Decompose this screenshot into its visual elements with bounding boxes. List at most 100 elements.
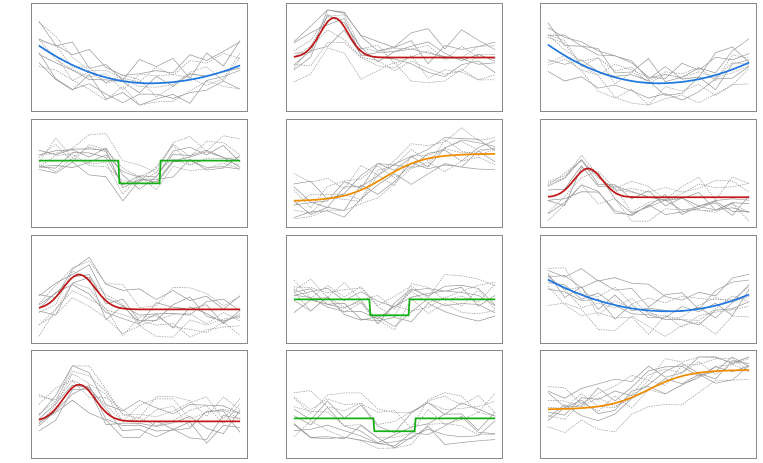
trace-line xyxy=(547,379,750,433)
template-curve xyxy=(38,273,241,311)
trace-line xyxy=(38,284,241,325)
trace-line xyxy=(293,139,496,209)
trace-line xyxy=(547,27,750,79)
trace-line xyxy=(293,140,496,206)
trace-line xyxy=(547,288,750,320)
trace-line xyxy=(38,365,241,416)
trace-line xyxy=(547,59,750,96)
chart-panel xyxy=(540,3,757,112)
trace-line xyxy=(38,149,241,186)
trace-line xyxy=(293,150,496,215)
trace-line xyxy=(293,156,496,220)
trace-line xyxy=(293,127,496,190)
trace-line xyxy=(547,184,750,216)
trace-line xyxy=(293,420,496,449)
trace-line xyxy=(38,256,241,310)
chart-panel xyxy=(540,119,757,228)
trace-line xyxy=(38,62,241,106)
trace-line xyxy=(293,47,496,83)
template-curve xyxy=(547,278,750,313)
trace-line xyxy=(547,267,750,305)
trace-line xyxy=(293,42,496,81)
trace-line xyxy=(293,286,496,308)
trace-line xyxy=(38,297,241,338)
template-curve xyxy=(293,16,496,59)
trace-line xyxy=(547,191,750,217)
trace-line xyxy=(38,157,241,195)
trace-line xyxy=(293,29,496,75)
trace-line xyxy=(547,36,750,85)
trace-line xyxy=(38,133,241,174)
trace-line xyxy=(293,290,496,320)
template-curve xyxy=(293,298,496,317)
trace-line xyxy=(38,154,241,185)
trace-line xyxy=(293,392,496,429)
trace-line xyxy=(547,358,750,409)
trace-line xyxy=(293,278,496,310)
trace-line xyxy=(293,285,496,325)
trace-line xyxy=(547,159,750,207)
trace-line xyxy=(293,283,496,318)
template-curve xyxy=(547,369,750,411)
template-curve xyxy=(547,167,750,199)
trace-line xyxy=(293,406,496,444)
chart-panel xyxy=(286,119,503,228)
trace-line xyxy=(293,137,496,200)
template-curve xyxy=(547,43,750,85)
trace-line xyxy=(547,275,750,321)
trace-line xyxy=(547,360,750,416)
trace-line xyxy=(547,66,750,101)
trace-line xyxy=(547,276,750,321)
trace-line xyxy=(293,400,496,434)
trace-line xyxy=(293,274,496,306)
trace-line xyxy=(547,356,750,408)
trace-line xyxy=(293,424,496,445)
trace-line xyxy=(38,399,241,444)
trace-line xyxy=(293,29,496,77)
chart-panel xyxy=(31,3,248,112)
trace-line xyxy=(547,275,750,310)
trace-line xyxy=(293,420,496,449)
trace-line xyxy=(547,160,750,201)
trace-line xyxy=(38,380,241,428)
trace-line xyxy=(547,58,750,106)
chart-panel xyxy=(31,350,248,459)
trace-line xyxy=(38,66,241,106)
chart-panel xyxy=(286,3,503,112)
trace-line xyxy=(547,171,750,214)
trace-line xyxy=(38,153,241,183)
trace-line xyxy=(547,158,750,201)
trace-line xyxy=(293,390,496,425)
trace-line xyxy=(547,285,750,335)
trace-line xyxy=(547,34,750,85)
trace-line xyxy=(38,264,241,316)
trace-line xyxy=(38,137,241,186)
trace-line xyxy=(547,167,750,214)
trace-line xyxy=(38,373,241,426)
trace-line xyxy=(38,290,241,337)
trace-line xyxy=(293,147,496,214)
template-curve xyxy=(293,152,496,202)
trace-line xyxy=(38,38,241,91)
trace-line xyxy=(547,34,750,80)
trace-line xyxy=(293,141,496,206)
trace-line xyxy=(38,144,241,190)
trace-line xyxy=(293,14,496,71)
trace-line xyxy=(38,40,241,88)
trace-line xyxy=(38,384,241,433)
chart-panel xyxy=(31,119,248,228)
trace-line xyxy=(38,21,241,83)
trace-line xyxy=(293,406,496,439)
trace-line xyxy=(293,291,496,331)
trace-line xyxy=(38,155,241,202)
trace-line xyxy=(38,365,241,420)
template-curve xyxy=(293,417,496,433)
trace-line xyxy=(547,356,750,399)
chart-panel xyxy=(286,350,503,459)
trace-line xyxy=(293,416,496,447)
chart-panel xyxy=(31,235,248,344)
trace-line xyxy=(38,384,241,440)
trace-line xyxy=(547,154,750,193)
template-curve xyxy=(38,44,241,85)
trace-line xyxy=(547,365,750,422)
